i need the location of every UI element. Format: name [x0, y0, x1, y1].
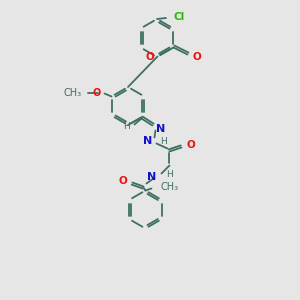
Text: O: O: [193, 52, 201, 61]
Text: N: N: [147, 172, 157, 182]
Text: H: H: [167, 170, 173, 179]
Text: O: O: [187, 140, 195, 151]
Text: O: O: [119, 176, 128, 185]
Text: N: N: [157, 124, 166, 134]
Text: Cl: Cl: [173, 12, 184, 22]
Text: H: H: [160, 137, 167, 146]
Text: CH₃: CH₃: [160, 182, 178, 191]
Text: H: H: [123, 122, 130, 131]
Text: O: O: [146, 52, 154, 61]
Text: CH₃: CH₃: [63, 88, 82, 98]
Text: N: N: [143, 136, 152, 146]
Text: O: O: [92, 88, 101, 98]
